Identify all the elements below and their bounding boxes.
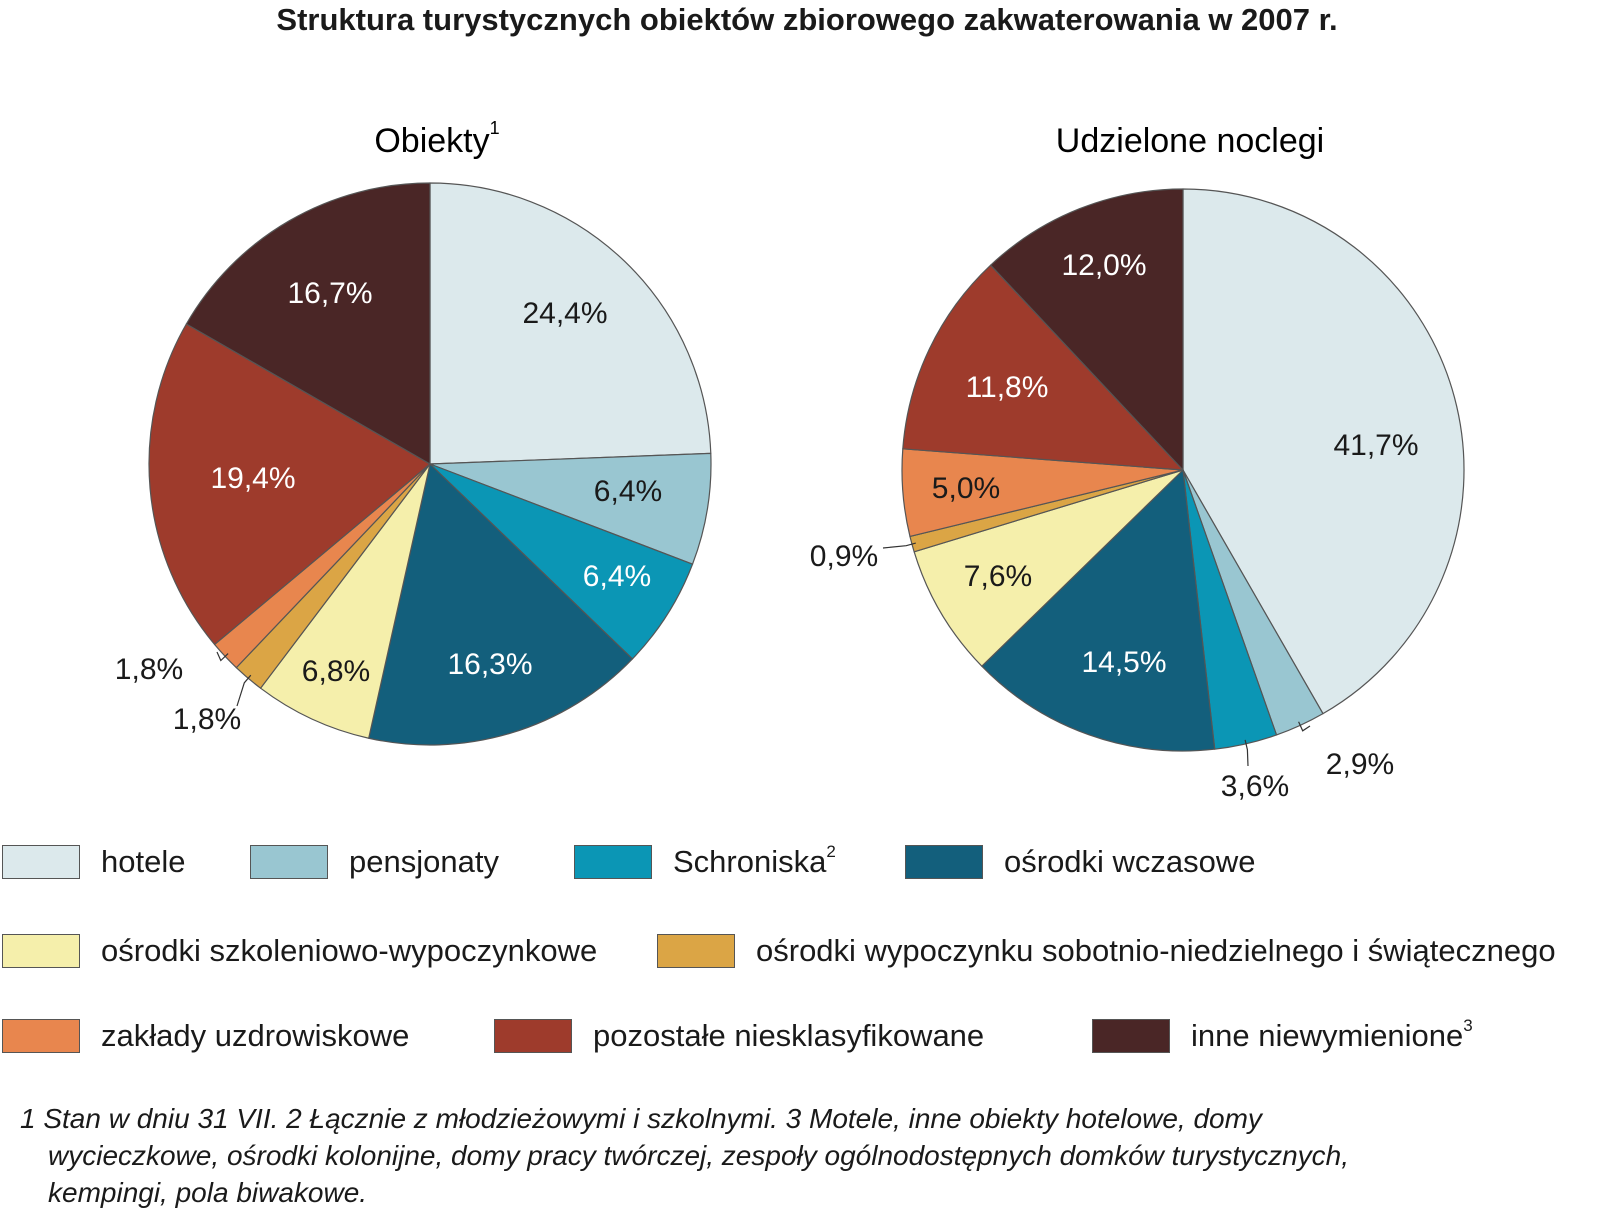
footnote: 1 Stan w dniu 31 VII. 2 Łącznie z młodzi…: [20, 1100, 1590, 1211]
legend-label: pozostałe niesklasyfikowane: [593, 1018, 985, 1053]
footnote-line: 1 Stan w dniu 31 VII. 2 Łącznie z młodzi…: [20, 1103, 1262, 1134]
legend-item-inne: inne niewymienione3: [1092, 1015, 1473, 1054]
legend-swatch: [2, 1019, 80, 1053]
legend-swatch: [574, 845, 652, 879]
legend-swatch: [905, 845, 983, 879]
legend-label: ośrodki szkoleniowo-wypoczynkowe: [101, 933, 598, 968]
legend-label: zakłady uzdrowiskowe: [101, 1018, 410, 1053]
legend-item-szkoleniowo: ośrodki szkoleniowo-wypoczynkowe: [2, 933, 597, 969]
leader-line: [1244, 739, 1249, 767]
pie-slice: [429, 182, 712, 465]
legend-swatch: [494, 1019, 572, 1053]
legend-item-sobotnio: ośrodki wypoczynku sobotnio-niedzielnego…: [657, 933, 1556, 969]
footnote-line: wycieczkowe, ośrodki kolonijne, domy pra…: [48, 1140, 1350, 1171]
legend-item-hotele: hotele: [2, 844, 185, 880]
legend-swatch: [2, 934, 80, 968]
pie-slice: [990, 188, 1184, 471]
legend-label: inne niewymienione3: [1191, 1015, 1473, 1053]
data-label: 11,8%: [966, 371, 1049, 404]
data-label: 14,5%: [1081, 646, 1166, 679]
pie-slice: [185, 182, 431, 465]
pie-slice: [913, 469, 1184, 667]
pie-slice: [981, 469, 1216, 752]
legend-swatch: [657, 934, 735, 968]
legend-item-schroniska: Schroniska2: [574, 841, 836, 880]
legend-label: ośrodki wczasowe: [1004, 844, 1256, 879]
leader-line: [236, 674, 252, 707]
data-label: 16,3%: [447, 648, 532, 681]
data-label: 3,6%: [1221, 770, 1289, 803]
leader-line: [1298, 721, 1311, 732]
legend-item-osrodki-wczasowe: ośrodki wczasowe: [905, 844, 1256, 880]
leader-line: [882, 542, 916, 549]
pie-slice: [1182, 188, 1465, 715]
data-label: 1,8%: [173, 703, 241, 736]
footnote-marker: 3: [1463, 1015, 1473, 1035]
data-label: 6,8%: [302, 655, 370, 688]
data-label: 6,4%: [594, 475, 662, 508]
legend-label: ośrodki wypoczynku sobotnio-niedzielnego…: [756, 933, 1556, 968]
pie-chart-1: Obiekty1 24,4% 6,4% 6,4% 16,3% 6,8% 1,8% 1,8% 19…: [115, 118, 712, 746]
pie-chart-2: Udzielone noclegi 41,7% 2,9% 3,6% 14,5% 7,6% 0…: [810, 122, 1465, 803]
data-label: 19,4%: [210, 462, 295, 495]
data-label: 24,4%: [522, 297, 607, 330]
legend-item-pensjonaty: pensjonaty: [250, 844, 499, 880]
chart-title: Struktura turystycznych obiektów zbiorow…: [276, 2, 1338, 37]
footnote-marker: 2: [826, 841, 836, 861]
legend-item-pozostale: pozostałe niesklasyfikowane: [494, 1018, 984, 1054]
pie-slice: [368, 463, 634, 746]
legend-swatch: [2, 845, 80, 879]
pie-slice: [259, 463, 431, 739]
legend-swatch: [250, 845, 328, 879]
data-label: 2,9%: [1326, 748, 1394, 781]
data-label: 16,7%: [287, 277, 372, 310]
footnote-line: kempingi, pola biwakowe.: [48, 1177, 368, 1208]
data-label: 41,7%: [1333, 429, 1418, 462]
pie-slice: [429, 452, 712, 565]
leader-line: [216, 651, 229, 662]
data-label: 5,0%: [932, 472, 1000, 505]
pie-title: Obiekty1: [374, 118, 499, 160]
data-label: 12,0%: [1061, 249, 1146, 282]
pie-slice: [429, 463, 694, 660]
data-label: 6,4%: [583, 560, 651, 593]
data-label: 0,9%: [810, 540, 878, 573]
legend-label: hotele: [101, 844, 186, 879]
pie-title: Udzielone noclegi: [1056, 122, 1324, 160]
data-label: 7,6%: [964, 560, 1032, 593]
legend-label: pensjonaty: [349, 844, 499, 879]
legend-label: Schroniska2: [673, 841, 836, 879]
legend-swatch: [1092, 1019, 1170, 1053]
pie-slice: [148, 323, 431, 646]
legend-item-uzdrowiskowe: zakłady uzdrowiskowe: [2, 1018, 409, 1054]
pie-slice: [902, 264, 1184, 471]
data-label: 1,8%: [115, 653, 183, 686]
